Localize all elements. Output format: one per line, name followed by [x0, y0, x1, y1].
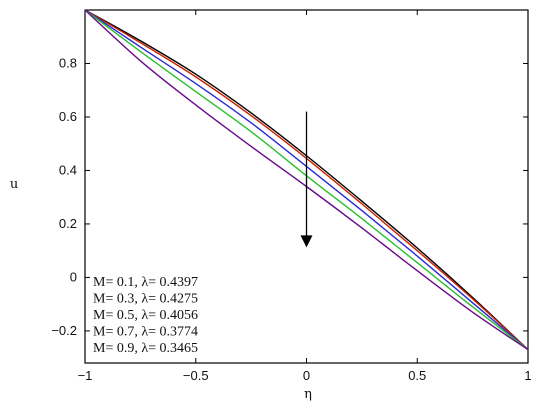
x-tick-label: 0.5: [408, 368, 426, 383]
legend-entry: M= 0.9, λ= 0.3465: [93, 341, 198, 356]
legend-entry: M= 0.1, λ= 0.4397: [93, 275, 198, 290]
x-tick-label: −1: [78, 368, 93, 383]
y-tick-label: −0.2: [51, 323, 77, 338]
legend-entry: M= 0.3, λ= 0.4275: [93, 292, 198, 307]
x-tick-label: −0.5: [183, 368, 209, 383]
x-tick-label: 0: [303, 368, 310, 383]
arrow-head: [300, 235, 313, 248]
legend-entry: M= 0.7, λ= 0.3774: [93, 325, 198, 340]
trend-arrow: [300, 111, 313, 248]
x-axis-label: η: [304, 387, 312, 402]
y-tick-label: 0.8: [59, 55, 77, 70]
y-tick-label: 0.2: [59, 216, 77, 231]
y-tick-label: 0.4: [59, 162, 77, 177]
y-tick-label: 0.6: [59, 109, 77, 124]
x-tick-label: 1: [524, 368, 531, 383]
y-axis-label: u: [10, 177, 18, 192]
y-tick-label: 0: [70, 269, 77, 284]
x-axis: −1 −0.5 0 0.5 1: [78, 10, 532, 383]
y-axis: −0.2 0 0.2 0.4 0.6 0.8: [51, 55, 528, 338]
legend-entry: M= 0.5, λ= 0.4056: [93, 308, 198, 323]
